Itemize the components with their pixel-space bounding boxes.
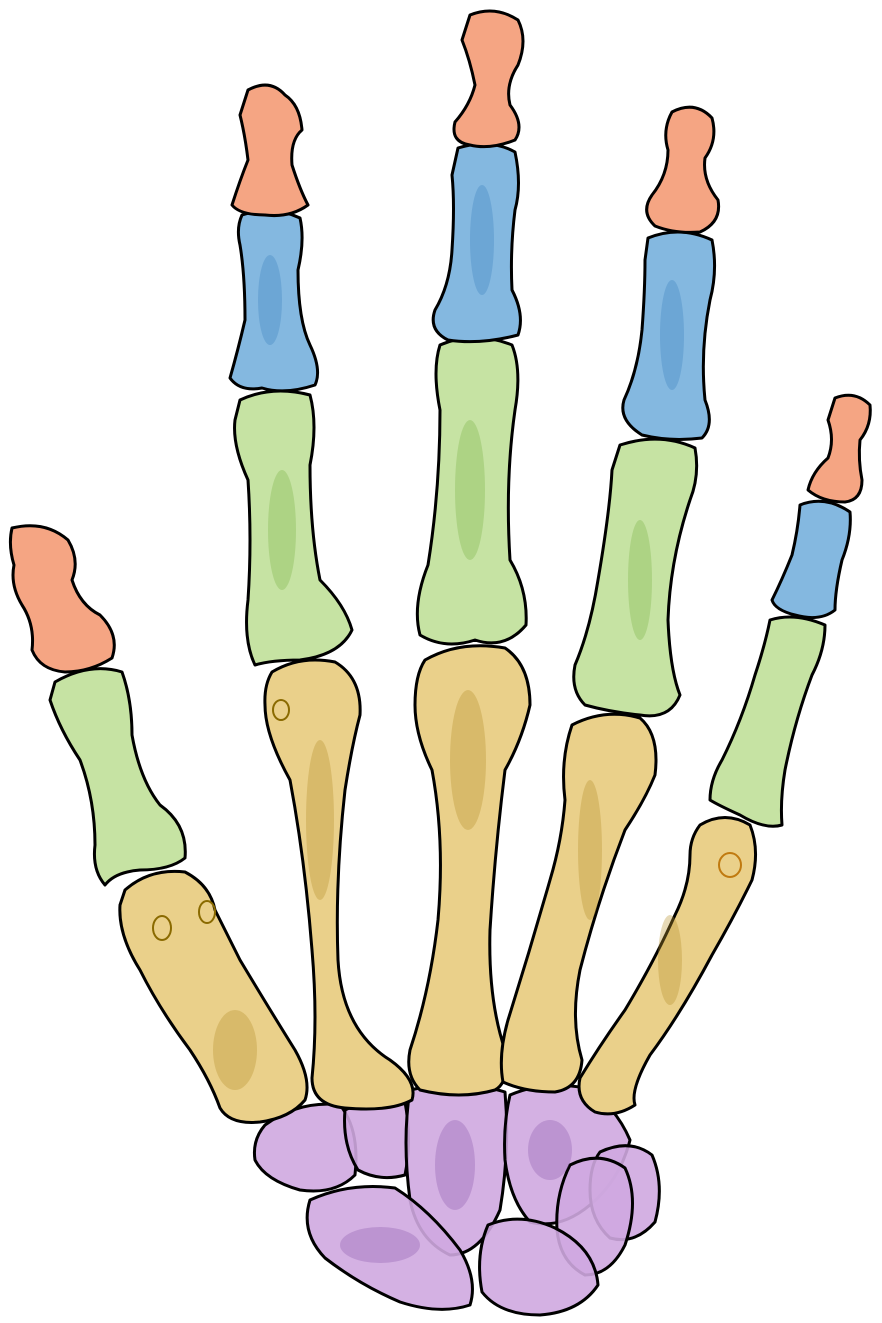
small-marks <box>152 699 742 941</box>
middle-phalanx-ring <box>621 230 717 441</box>
proximal-phalanx-ring <box>572 437 699 718</box>
distal-phalanx-middle <box>452 9 525 149</box>
metacarpal-ring <box>499 712 658 1094</box>
shade-middle-middle <box>470 185 494 295</box>
middle-phalanges <box>228 142 852 620</box>
shade-middle-index <box>258 255 282 345</box>
distal-phalanx-index <box>230 83 310 217</box>
proximal-phalanx-middle <box>415 336 528 646</box>
shade-metacarpal-little <box>658 915 682 1005</box>
nutrient-foramen-thumb <box>152 915 172 941</box>
middle-phalanx-little <box>770 499 852 620</box>
carpal-trapezium <box>253 1102 358 1193</box>
shade-proximal-ring <box>628 520 652 640</box>
metacarpal-index <box>263 658 415 1111</box>
carpal-lunate <box>478 1217 600 1317</box>
middle-phalanx-middle <box>431 142 522 344</box>
metacarpal-middle <box>407 644 532 1097</box>
proximal-phalanx-index <box>233 389 354 667</box>
middle-phalanx-index <box>228 209 320 393</box>
shade-capitate <box>435 1120 475 1210</box>
shade-metacarpal-ring <box>578 780 602 920</box>
distal-phalanx-ring <box>645 105 721 234</box>
shade-middle-ring <box>660 280 684 390</box>
carpal-bones <box>253 1083 661 1317</box>
nutrient-foramen-index <box>272 699 290 721</box>
distal-phalanx-little <box>806 393 872 504</box>
nutrient-foramen-little <box>718 852 742 878</box>
shade-proximal-index <box>268 470 296 590</box>
distal-phalanx-thumb <box>8 524 116 674</box>
shade-proximal-middle <box>455 420 485 560</box>
proximal-phalanges <box>48 336 827 887</box>
shade-metacarpal-index <box>306 740 334 900</box>
shade-metacarpal-thumb <box>213 1010 257 1090</box>
shade-hamate <box>528 1120 572 1180</box>
shade-scaphoid <box>340 1227 420 1263</box>
metacarpal-little <box>577 816 757 1116</box>
shade-metacarpal-middle <box>450 690 486 830</box>
bone-texture <box>213 185 684 1263</box>
proximal-phalanx-little <box>708 615 827 828</box>
carpal-trapezoid <box>343 1098 410 1180</box>
proximal-phalanx-thumb <box>48 667 187 887</box>
carpal-scaphoid <box>305 1185 474 1311</box>
metacarpal-bones <box>118 644 757 1124</box>
sesamoid-thumb <box>198 900 216 924</box>
metacarpal-thumb <box>118 869 309 1124</box>
distal-phalanges <box>8 9 872 674</box>
